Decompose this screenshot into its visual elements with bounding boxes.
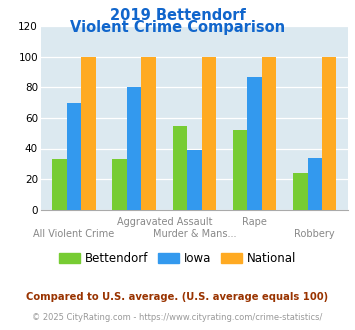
- Bar: [81, 57, 95, 210]
- Bar: [141, 57, 156, 210]
- Text: Robbery: Robbery: [294, 229, 335, 239]
- Bar: [173, 126, 187, 210]
- Bar: [202, 57, 216, 210]
- Text: Murder & Mans...: Murder & Mans...: [153, 229, 236, 239]
- Text: Rape: Rape: [242, 217, 267, 227]
- Text: Aggravated Assault: Aggravated Assault: [116, 217, 212, 227]
- Bar: [233, 130, 247, 210]
- Bar: [187, 150, 202, 210]
- Text: All Violent Crime: All Violent Crime: [33, 229, 115, 239]
- Bar: [247, 77, 262, 210]
- Text: © 2025 CityRating.com - https://www.cityrating.com/crime-statistics/: © 2025 CityRating.com - https://www.city…: [32, 313, 323, 322]
- Legend: Bettendorf, Iowa, National: Bettendorf, Iowa, National: [54, 247, 301, 270]
- Bar: [127, 87, 141, 210]
- Bar: [52, 159, 67, 210]
- Text: 2019 Bettendorf: 2019 Bettendorf: [110, 8, 245, 23]
- Bar: [322, 57, 337, 210]
- Bar: [307, 158, 322, 210]
- Bar: [67, 103, 81, 210]
- Text: Compared to U.S. average. (U.S. average equals 100): Compared to U.S. average. (U.S. average …: [26, 292, 329, 302]
- Bar: [262, 57, 276, 210]
- Bar: [113, 159, 127, 210]
- Text: Violent Crime Comparison: Violent Crime Comparison: [70, 20, 285, 35]
- Bar: [293, 173, 307, 210]
